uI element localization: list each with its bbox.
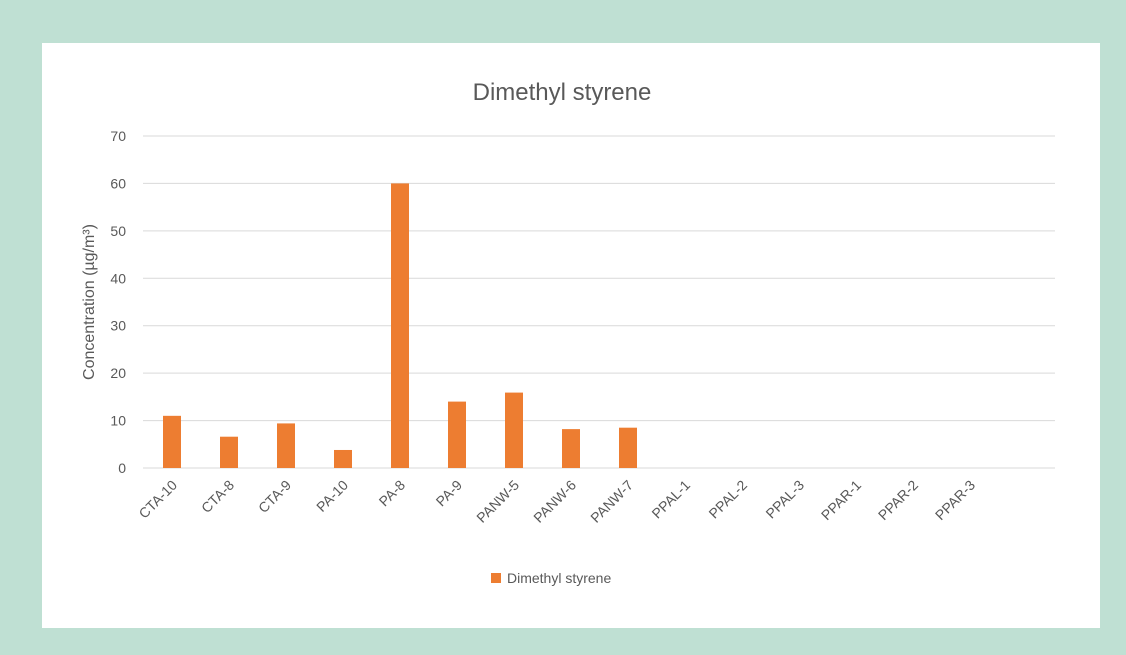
y-tick-label: 0 (118, 460, 126, 476)
bar-pa-8 (391, 183, 409, 468)
x-tick-label: PPAR-1 (818, 477, 864, 523)
bars (163, 183, 637, 468)
legend: Dimethyl styrene (491, 570, 611, 586)
bar-pa-9 (448, 401, 466, 468)
grid-lines (143, 135, 1055, 469)
y-tick-label: 20 (110, 365, 126, 381)
x-tick-label: CTA-9 (255, 477, 294, 516)
x-tick-label: PA-9 (433, 477, 466, 510)
x-tick-labels: CTA-10 CTA-8 CTA-9 PA-10 PA-8 PA-9 PANW-5 PANW-… (135, 477, 978, 526)
x-tick-label: PPAL-3 (762, 477, 807, 522)
x-tick-label: PPAR-3 (932, 477, 978, 523)
bar-panw-6 (562, 429, 580, 468)
bar-pa-10 (334, 449, 352, 468)
bar-panw-5 (505, 392, 523, 468)
x-tick-label: PANW-7 (587, 477, 636, 526)
x-tick-label: PA-10 (313, 477, 351, 515)
x-tick-label: PPAL-2 (705, 477, 750, 522)
y-tick-label: 70 (110, 128, 126, 144)
x-tick-label: CTA-8 (198, 477, 237, 516)
bar-panw-7 (619, 427, 637, 468)
y-tick-labels: 0 10 20 30 40 50 60 70 (110, 128, 126, 476)
y-tick-label: 60 (110, 175, 126, 191)
x-tick-label: PPAL-1 (648, 477, 693, 522)
x-tick-label: PANW-5 (473, 477, 522, 526)
y-tick-label: 40 (110, 270, 126, 286)
x-tick-label: PPAR-2 (875, 477, 921, 523)
legend-label: Dimethyl styrene (507, 570, 611, 586)
bar-cta-9 (277, 423, 295, 468)
bar-cta-10 (163, 415, 181, 468)
x-tick-label: CTA-10 (135, 477, 180, 522)
y-tick-label: 10 (110, 413, 126, 429)
y-tick-label: 50 (110, 223, 126, 239)
legend-swatch (491, 573, 501, 583)
y-axis-label: Concentration (µg/m³) (81, 224, 98, 380)
chart-area (42, 43, 1100, 628)
bar-cta-8 (220, 436, 238, 468)
y-tick-label: 30 (110, 318, 126, 334)
x-tick-label: PA-8 (376, 477, 409, 510)
x-tick-label: PANW-6 (530, 477, 579, 526)
chart-title: Dimethyl styrene (473, 79, 652, 106)
